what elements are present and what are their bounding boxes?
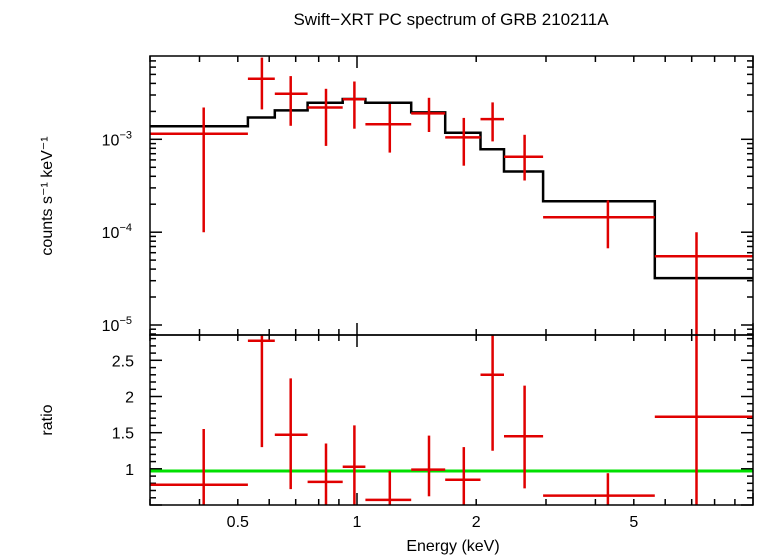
y-tick-label-exponent: −4 xyxy=(119,222,132,234)
data-point xyxy=(445,117,481,166)
ratio-panel-ticks: 0.5 1 2 5 1 1.5 2 2.5 xyxy=(112,335,754,531)
spectrum-panel-frame xyxy=(149,55,754,336)
x-tick-label: 1 xyxy=(353,514,362,531)
data-point xyxy=(654,232,753,335)
data-point xyxy=(247,57,275,110)
spectrum-y-axis-label: counts s⁻¹ keV⁻¹ xyxy=(39,136,56,255)
y-tick-label-exponent: −5 xyxy=(119,315,132,327)
data-point xyxy=(307,88,343,146)
data-point xyxy=(504,134,544,181)
ratio-panel-marks xyxy=(150,335,753,505)
spectrum-panel-marks xyxy=(150,57,753,335)
ratio-point xyxy=(543,473,655,505)
y-tick-label-exponent: −3 xyxy=(119,129,132,141)
y-tick-label: 10−3 xyxy=(102,129,132,149)
ratio-point xyxy=(365,471,412,505)
ratio-panel-frame xyxy=(149,334,754,506)
y-tick-label: 10−5 xyxy=(102,315,132,335)
y-tick-label-base: 10 xyxy=(102,225,120,242)
ratio-point xyxy=(654,335,753,505)
ratio-point xyxy=(342,425,366,505)
ratio-point xyxy=(247,335,275,448)
ratio-point xyxy=(150,429,248,505)
y-tick-label: 2 xyxy=(125,390,134,407)
data-point xyxy=(342,81,366,129)
data-point xyxy=(480,102,504,142)
ratio-point xyxy=(274,378,308,490)
spectrum-panel-ticks: 10−310−410−5 xyxy=(102,56,754,335)
ratio-point xyxy=(480,335,504,451)
y-tick-label-base: 10 xyxy=(102,132,120,149)
x-tick-label: 5 xyxy=(629,514,638,531)
data-point xyxy=(543,200,655,249)
ratio-y-axis-label: ratio xyxy=(39,404,56,435)
data-point xyxy=(365,104,412,153)
x-axis-label: Energy (keV) xyxy=(406,538,499,555)
ratio-point xyxy=(411,435,446,497)
x-tick-label: 0.5 xyxy=(227,514,249,531)
y-tick-label: 10−4 xyxy=(102,222,132,242)
ratio-point xyxy=(307,443,343,505)
y-tick-label: 2.5 xyxy=(112,353,134,370)
data-point xyxy=(274,76,308,126)
ratio-point xyxy=(445,447,481,505)
model-step-line xyxy=(150,97,753,280)
chart-title: Swift−XRT PC spectrum of GRB 210211A xyxy=(293,10,609,29)
data-point xyxy=(411,97,446,132)
ratio-point xyxy=(504,385,544,489)
data-point xyxy=(150,107,248,233)
y-tick-label: 1 xyxy=(125,462,134,479)
y-tick-label: 1.5 xyxy=(112,426,134,443)
panel-frames xyxy=(149,55,754,506)
x-tick-label: 2 xyxy=(472,514,481,531)
y-tick-label-base: 10 xyxy=(102,318,120,335)
